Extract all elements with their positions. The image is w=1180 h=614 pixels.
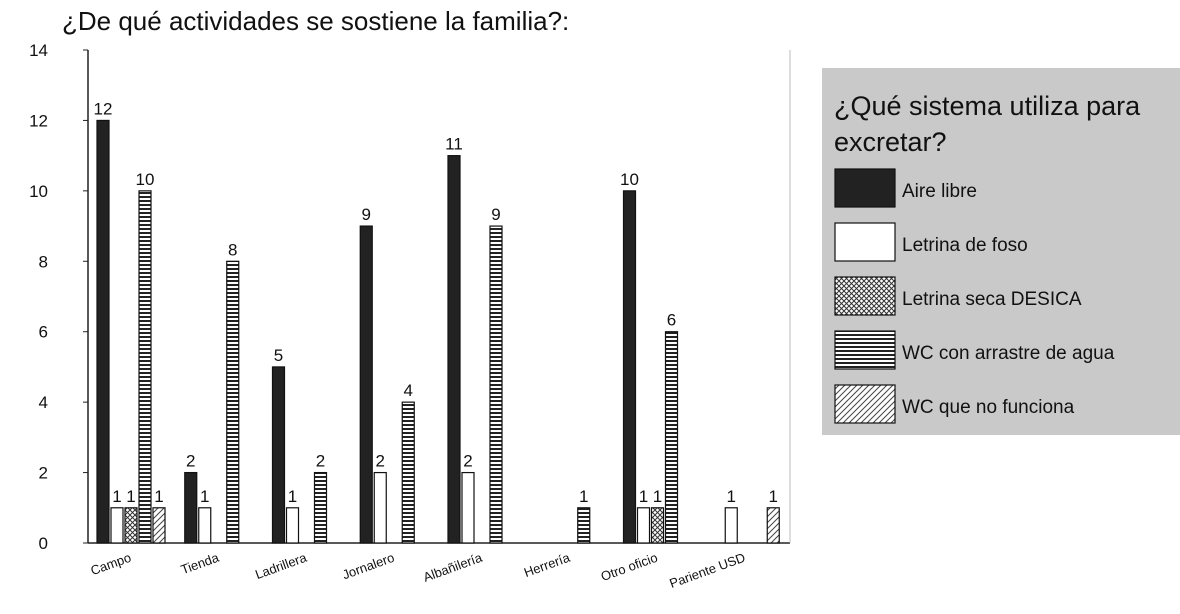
y-tick-label: 10 <box>29 182 48 201</box>
bar <box>650 507 665 544</box>
data-label: 12 <box>94 99 113 118</box>
bar <box>285 507 300 544</box>
data-label: 1 <box>727 487 736 506</box>
legend-entry: WC que no funciona <box>834 384 1168 424</box>
legend-swatch-fill <box>834 276 896 316</box>
bar <box>124 507 138 544</box>
x-tick-label: Pariente USD <box>667 550 747 591</box>
data-label: 1 <box>200 487 209 506</box>
x-tick-label: Tienda <box>179 549 222 577</box>
legend-label: Letrina seca DESICA <box>902 289 1082 310</box>
bar <box>489 225 503 544</box>
data-label: 2 <box>463 452 472 471</box>
y-tick-label: 8 <box>39 252 48 271</box>
y-tick-label: 4 <box>39 393 48 412</box>
y-tick-label: 0 <box>39 534 48 553</box>
data-label: 11 <box>445 135 463 154</box>
legend-swatch <box>834 276 896 316</box>
legend-label: WC que no funciona <box>902 397 1075 418</box>
x-tick-label: Jornalero <box>340 550 396 583</box>
data-label: 6 <box>667 311 676 330</box>
bar <box>447 155 461 544</box>
legend-entry: Letrina seca DESICA <box>834 276 1168 316</box>
bar <box>96 119 110 544</box>
data-label: 8 <box>228 240 237 259</box>
legend-swatch <box>834 384 896 424</box>
data-label: 4 <box>404 381 413 400</box>
legend-entry: Aire libre <box>834 168 1168 208</box>
legend-swatch-fill <box>834 384 896 424</box>
bar <box>313 471 328 544</box>
data-label: 5 <box>274 346 283 365</box>
data-label: 10 <box>620 170 639 189</box>
bar <box>184 471 198 544</box>
legend-entry: WC con arrastre de agua <box>834 330 1168 370</box>
data-label: 2 <box>316 452 325 471</box>
bar <box>198 507 212 544</box>
y-tick-label: 12 <box>29 111 48 130</box>
bar <box>636 507 651 544</box>
data-label: 9 <box>491 205 500 224</box>
x-tick-label: Ladrillera <box>253 549 309 582</box>
legend-entry: Letrina de foso <box>834 222 1168 262</box>
legend-swatch-fill <box>834 222 896 262</box>
bar <box>664 331 679 544</box>
bar <box>577 507 591 544</box>
data-label: 1 <box>112 487 121 506</box>
bar <box>401 401 415 544</box>
legend-swatch-fill <box>834 330 896 370</box>
legend: ¿Qué sistema utiliza para excretar? Aire… <box>822 68 1180 435</box>
bar <box>152 507 166 544</box>
legend-label: Letrina de foso <box>902 235 1028 256</box>
data-label: 9 <box>362 205 371 224</box>
data-label: 1 <box>639 487 648 506</box>
y-tick-label: 6 <box>39 323 48 342</box>
data-label: 10 <box>136 170 155 189</box>
legend-swatch <box>834 330 896 370</box>
chart-title: ¿De qué actividades se sostiene la famil… <box>62 6 569 36</box>
data-label: 2 <box>186 452 195 471</box>
data-label: 1 <box>653 487 662 506</box>
legend-swatch <box>834 222 896 262</box>
data-label: 1 <box>288 487 297 506</box>
bar <box>271 366 286 544</box>
bar <box>373 471 387 544</box>
bar <box>138 190 152 544</box>
legend-label: Aire libre <box>902 181 977 202</box>
bar <box>622 190 637 544</box>
x-tick-label: Herrería <box>522 549 573 580</box>
data-label: 1 <box>154 487 163 506</box>
legend-title: ¿Qué sistema utiliza para excretar? <box>834 91 1141 157</box>
bar <box>110 507 124 544</box>
bar <box>226 260 240 544</box>
x-tick-label: Otro oficio <box>599 550 660 584</box>
data-label: 2 <box>376 452 385 471</box>
x-tick-label: Albañilería <box>421 549 485 584</box>
bar <box>461 471 475 544</box>
data-label: 1 <box>769 487 778 506</box>
legend-swatch <box>834 168 896 208</box>
data-label: 1 <box>126 487 135 506</box>
y-tick-label: 2 <box>39 464 48 483</box>
y-tick-label: 14 <box>29 41 48 60</box>
data-label: 1 <box>579 487 588 506</box>
bar <box>724 507 738 544</box>
bar <box>766 507 780 544</box>
x-tick-label: Campo <box>89 550 134 578</box>
legend-swatch-fill <box>834 168 896 208</box>
bar <box>359 225 373 544</box>
legend-label: WC con arrastre de agua <box>902 343 1115 364</box>
